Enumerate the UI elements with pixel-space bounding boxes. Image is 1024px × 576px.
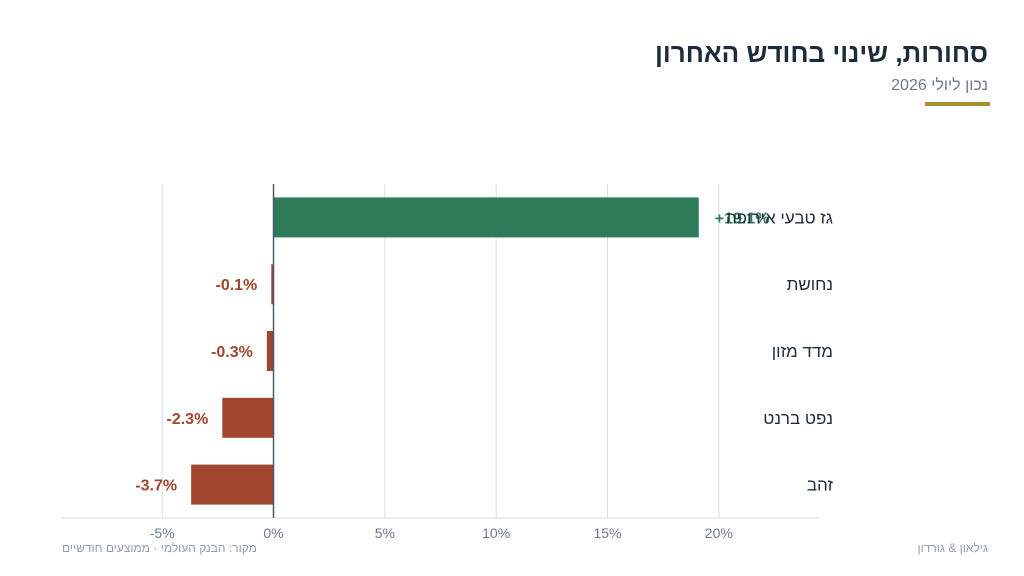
bar [266, 331, 274, 371]
value-label: -0.1% [215, 277, 257, 294]
x-tick-label: 5% [375, 525, 395, 541]
brand-credit: גילאון & גורדון [917, 541, 988, 555]
source-note: מקור: הבנק העולמי · ממוצעים חודשיים [62, 541, 257, 555]
value-label: +19.1% [715, 210, 770, 227]
chart-subtitle: נכון ליולי 2026 [891, 77, 988, 94]
value-labels: +19.1% -0.1% -0.3% -2.3% -3.7% [135, 210, 769, 494]
x-tick-label: -5% [150, 525, 175, 541]
bar [191, 464, 274, 505]
accent-rule [925, 102, 990, 106]
bar [273, 197, 699, 238]
bars [191, 197, 699, 505]
category-label: מדד מזון [772, 342, 833, 361]
category-label: גז טבעי אירופה [726, 208, 833, 227]
x-axis: -5% 0% 5% 10% 15% 20% [62, 184, 819, 541]
category-labels: גז טבעי אירופה נחושת מדד מזון נפט ברנט זהב [726, 208, 834, 494]
value-label: -2.3% [167, 411, 209, 428]
category-label: נחושת [787, 275, 833, 294]
value-label: -0.3% [211, 344, 253, 361]
x-tick-label: 20% [705, 525, 733, 541]
x-tick-label: 0% [263, 525, 283, 541]
value-label: -3.7% [135, 478, 177, 495]
chart-title: סחורות, שינוי בחודש האחרון [655, 38, 988, 68]
bar [222, 397, 274, 438]
grid-lines [161, 184, 720, 518]
bar [271, 264, 274, 305]
x-tick-label: 10% [482, 525, 510, 541]
category-label: נפט ברנט [763, 409, 833, 428]
x-tick-label: 15% [593, 525, 621, 541]
category-label: זהב [807, 476, 834, 495]
